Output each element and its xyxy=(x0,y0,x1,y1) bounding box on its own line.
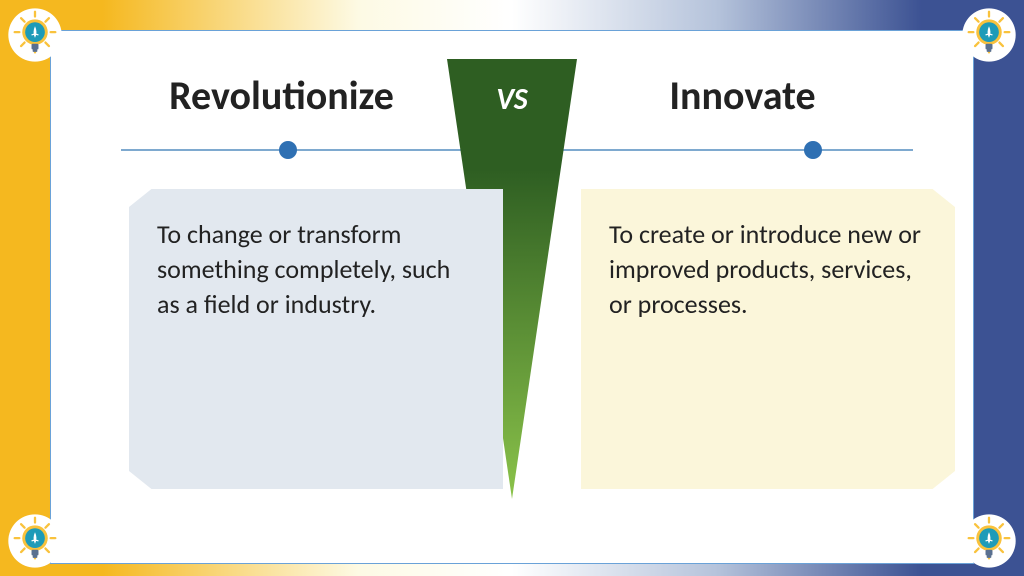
divider-dot-left xyxy=(279,141,297,159)
definition-right: To create or introduce new or improved p… xyxy=(581,189,955,489)
vs-label: VS xyxy=(496,81,527,118)
content-panel: Revolutionize Innovate VS To change or t… xyxy=(50,30,974,564)
corner-logo-icon xyxy=(960,512,1018,570)
corner-logo-icon xyxy=(960,6,1018,64)
definition-right-text: To create or introduce new or improved p… xyxy=(609,218,921,320)
left-title: Revolutionize xyxy=(51,71,512,120)
definition-left-text: To change or transform something complet… xyxy=(157,218,450,320)
corner-logo-icon xyxy=(6,6,64,64)
definition-left: To change or transform something complet… xyxy=(129,189,503,489)
divider-dot-right xyxy=(804,141,822,159)
right-title: Innovate xyxy=(512,71,973,120)
corner-logo-icon xyxy=(6,512,64,570)
